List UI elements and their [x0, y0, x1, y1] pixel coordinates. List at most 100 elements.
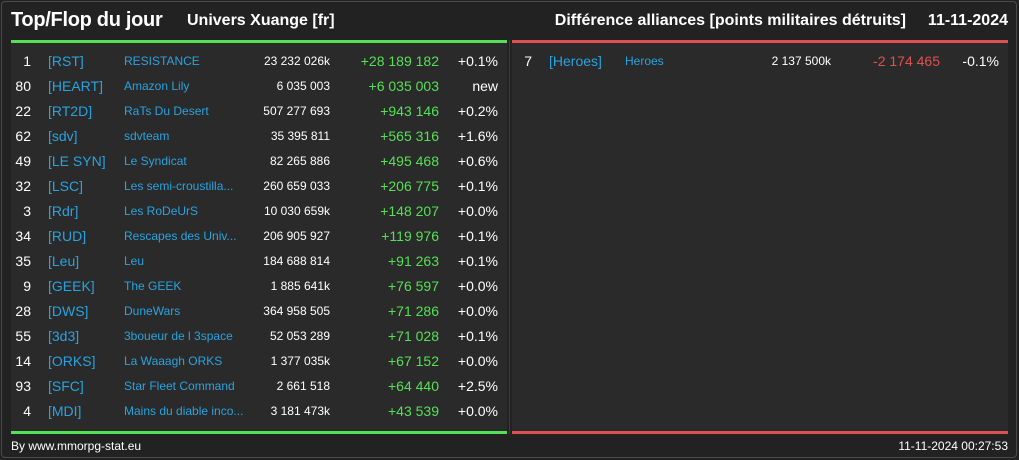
alliance-tag-link[interactable]: [Heroes]	[549, 53, 602, 69]
percent-change: +0.1%	[457, 328, 498, 344]
points-difference: +76 597	[388, 278, 439, 294]
alliance-rank: 34	[15, 228, 31, 244]
top-row: 49 [LE SYN] Le Syndicat 82 265 886 +495 468 +…	[11, 149, 507, 174]
alliance-tag-link[interactable]: [Leu]	[48, 253, 80, 269]
alliance-tag-link[interactable]: [3d3]	[48, 328, 80, 344]
points-difference: +943 146	[380, 103, 439, 119]
alliance-name-link[interactable]: Mains du diable inco...	[124, 404, 244, 418]
percent-change: -0.1%	[962, 53, 999, 69]
alliance-points: 206 905 927	[263, 229, 330, 243]
alliance-points: 10 030 659k	[263, 204, 330, 218]
percent-change: +0.0%	[457, 303, 498, 319]
percent-change: +0.1%	[457, 253, 498, 269]
alliance-name-link[interactable]: DuneWars	[124, 304, 181, 318]
percent-change: +2.5%	[457, 378, 498, 394]
alliance-tag-link[interactable]: [HEART]	[48, 78, 103, 94]
alliance-name-link[interactable]: RaTs Du Desert	[124, 104, 209, 118]
top-panel: 1 [RST] RESISTANCE 23 232 026k +28 189 182 +0…	[11, 40, 507, 434]
alliance-name-link[interactable]: Amazon Lily	[124, 79, 190, 93]
alliance-tag-link[interactable]: [Rdr]	[48, 203, 79, 219]
alliance-name-link[interactable]: 3boueur de l 3space	[124, 329, 233, 343]
alliance-tag-link[interactable]: [ORKS]	[48, 353, 96, 369]
percent-change: +0.6%	[457, 153, 498, 169]
alliance-tag-link[interactable]: [GEEK]	[48, 278, 95, 294]
points-difference: +148 207	[380, 203, 439, 219]
page-title: Top/Flop du jour	[11, 9, 163, 31]
top-row: 28 [DWS] DuneWars 364 958 505 +71 286 +0.0%	[11, 299, 507, 324]
top-row: 35 [Leu] Leu 184 688 814 +91 263 +0.1%	[11, 249, 507, 274]
points-difference: +28 189 182	[360, 53, 439, 69]
points-difference: +64 440	[388, 378, 439, 394]
alliance-name-link[interactable]: Le Syndicat	[124, 154, 187, 168]
percent-change: +0.1%	[457, 178, 498, 194]
top-row: 22 [RT2D] RaTs Du Desert 507 277 693 +943 14…	[11, 99, 507, 124]
alliance-points: 52 053 289	[269, 329, 330, 343]
alliance-points: 507 277 693	[263, 104, 330, 118]
points-difference: +119 976	[381, 228, 439, 244]
points-difference: +565 316	[380, 128, 439, 144]
percent-change: +0.1%	[457, 53, 498, 69]
ranking-subtitle: Différence alliances [points militaires …	[554, 12, 906, 29]
alliance-name-link[interactable]: The GEEK	[124, 279, 182, 293]
header-date: 11-11-2024	[927, 12, 1008, 29]
footer-timestamp: 11-11-2024 00:27:53	[898, 439, 1008, 453]
alliance-points: 184 688 814	[263, 254, 330, 268]
points-difference: +91 263	[388, 253, 439, 269]
alliance-rank: 93	[15, 378, 31, 394]
points-difference: -2 174 465	[873, 53, 940, 69]
percent-change: +0.0%	[457, 203, 498, 219]
top-row: 4 [MDI] Mains du diable inco... 3 181 473k +…	[11, 399, 507, 424]
top-row: 14 [ORKS] La Waaagh ORKS 1 377 035k +67 152 +…	[11, 349, 507, 374]
percent-change: +0.0%	[457, 278, 498, 294]
percent-change: +0.0%	[457, 353, 498, 369]
alliance-name-link[interactable]: Les semi-croustilla...	[124, 179, 234, 193]
alliance-name-link[interactable]: Rescapes des Univ...	[124, 229, 237, 243]
alliance-points: 2 137 500k	[771, 54, 831, 68]
alliance-points: 1 885 641k	[270, 279, 330, 293]
top-row: 32 [LSC] Les semi-croustilla... 260 659 033…	[11, 174, 507, 199]
alliance-tag-link[interactable]: [SFC]	[48, 378, 84, 394]
alliance-points: 364 958 505	[263, 304, 330, 318]
alliance-points: 82 265 886	[269, 154, 330, 168]
alliance-rank: 62	[15, 128, 31, 144]
alliance-name-link[interactable]: sdvteam	[124, 129, 170, 143]
alliance-rank: 14	[15, 353, 31, 369]
alliance-tag-link[interactable]: [DWS]	[48, 303, 89, 319]
alliance-name-link[interactable]: Heroes	[625, 54, 664, 68]
alliance-name-link[interactable]: Les RoDeUrS	[124, 204, 199, 218]
percent-change: +0.2%	[457, 103, 498, 119]
alliance-rank: 1	[23, 53, 31, 69]
panel-divider	[509, 40, 510, 434]
top-row: 55 [3d3] 3boueur de l 3space 52 053 289 +71 …	[11, 324, 507, 349]
alliance-rank: 80	[15, 78, 31, 94]
alliance-rank: 49	[15, 153, 31, 169]
alliance-tag-link[interactable]: [RT2D]	[48, 103, 93, 119]
top-row: 9 [GEEK] The GEEK 1 885 641k +76 597 +0.0%	[11, 274, 507, 299]
points-difference: +71 028	[388, 328, 439, 344]
alliance-points: 2 661 518	[276, 379, 330, 393]
alliance-rank: 9	[23, 278, 31, 294]
alliance-points: 6 035 003	[276, 79, 330, 93]
top-row: 1 [RST] RESISTANCE 23 232 026k +28 189 182 +0…	[11, 49, 507, 74]
flop-row: 7 [Heroes] Heroes 2 137 500k -2 174 465 -0.1%	[512, 49, 1008, 74]
alliance-name-link[interactable]: Leu	[124, 254, 145, 268]
alliance-tag-link[interactable]: [sdv]	[48, 128, 78, 144]
alliance-tag-link[interactable]: [LSC]	[48, 178, 84, 194]
alliance-rank: 3	[23, 203, 31, 219]
points-difference: +67 152	[388, 353, 439, 369]
points-difference: +71 286	[388, 303, 439, 319]
alliance-tag-link[interactable]: [MDI]	[48, 403, 82, 419]
alliance-tag-link[interactable]: [RST]	[48, 53, 84, 69]
alliance-name-link[interactable]: La Waaagh ORKS	[124, 354, 223, 368]
alliance-name-link[interactable]: RESISTANCE	[124, 54, 200, 68]
alliance-rank: 32	[15, 178, 31, 194]
points-difference: +495 468	[380, 153, 439, 169]
alliance-tag-link[interactable]: [LE SYN]	[48, 153, 106, 169]
points-difference: +6 035 003	[368, 78, 439, 94]
alliance-points: 35 395 811	[270, 129, 330, 143]
alliance-tag-link[interactable]: [RUD]	[48, 228, 87, 244]
points-difference: +206 775	[380, 178, 439, 194]
alliance-name-link[interactable]: Star Fleet Command	[124, 379, 235, 393]
percent-change: +1.6%	[457, 128, 498, 144]
